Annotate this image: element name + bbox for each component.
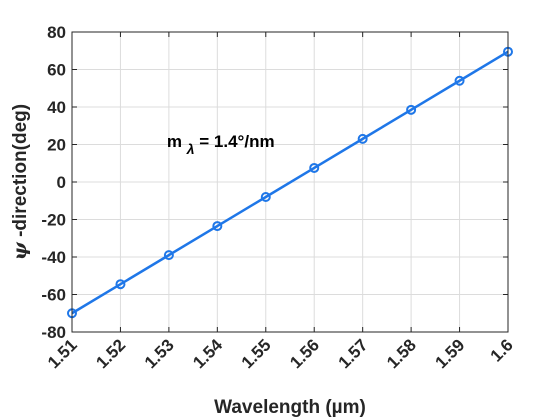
data-point: [454, 75, 465, 86]
x-tick-label: 1.6: [487, 335, 517, 365]
y-axis-label-symbol: ψ: [9, 241, 31, 260]
data-point: [357, 133, 368, 144]
y-tick-label: 40: [47, 98, 66, 117]
y-tick-labels: -80 -60 -40 -20 0 20 40 60 80: [41, 23, 66, 342]
x-tick-label: 1.56: [286, 335, 323, 372]
y-tick-label: 80: [47, 23, 66, 42]
x-tick-label: 1.57: [335, 335, 372, 372]
data-point: [260, 192, 271, 202]
y-tick-label: 0: [57, 173, 66, 192]
x-tick-label: 1.55: [238, 335, 275, 372]
slope-annotation: m λ = 1.4°/nm: [167, 132, 275, 158]
annotation-prefix: m: [167, 132, 182, 151]
data-point: [212, 221, 223, 232]
y-tick-label: -40: [41, 248, 66, 267]
data-point: [309, 162, 320, 173]
series-line: [71, 50, 509, 315]
x-tick-label: 1.53: [141, 335, 178, 372]
y-axis-label-text: -direction(deg): [10, 104, 31, 237]
x-tick-label: 1.59: [432, 335, 469, 372]
data-point: [115, 279, 126, 290]
y-tick-label: 20: [47, 136, 66, 155]
series-layer: [67, 46, 513, 319]
y-tick-label: -20: [41, 211, 66, 230]
annotation-subscript: λ: [186, 141, 195, 157]
plot-frame: [71, 31, 509, 333]
annotation-suffix: = 1.4°/nm: [199, 132, 274, 151]
x-axis-label: Wavelength (µm): [214, 397, 366, 418]
data-point: [163, 250, 174, 261]
x-tick-label: 1.54: [189, 335, 226, 372]
y-tick-label: -80: [41, 323, 66, 342]
y-axis-label: ψ -direction(deg): [9, 104, 31, 260]
y-tick-label: -60: [41, 286, 66, 305]
x-tick-label: 1.52: [92, 335, 129, 372]
x-tick-label: 1.58: [383, 335, 420, 372]
data-point: [406, 104, 417, 115]
y-tick-label: 60: [47, 61, 66, 80]
x-tick-labels: 1.51 1.52 1.53 1.54 1.55 1.56 1.57 1.58 1.59 1.6: [44, 335, 517, 372]
